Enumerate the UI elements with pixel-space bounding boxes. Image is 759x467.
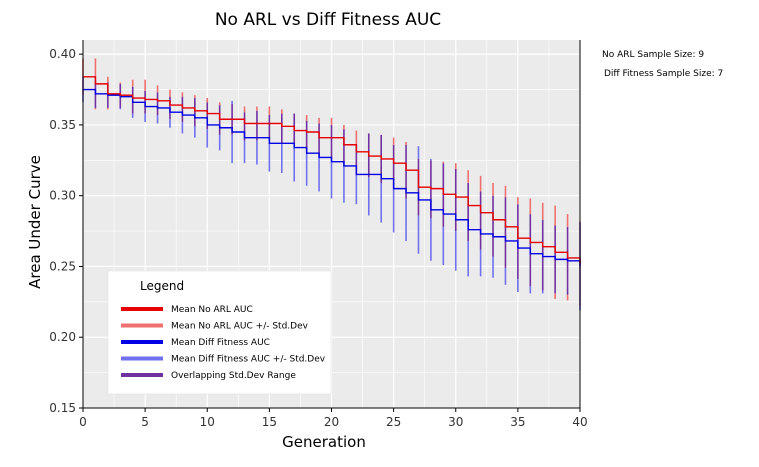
x-tick-label: 10 bbox=[200, 415, 215, 429]
y-tick-label: 0.35 bbox=[49, 118, 76, 132]
axes: 0 5 10 15 20 25 30 35 40 0.15 0.20 0.25 0.30 0.35 0.40 bbox=[49, 40, 588, 429]
series-line-no-arl bbox=[83, 76, 581, 264]
legend-entry-label: Mean No ARL AUC bbox=[171, 305, 253, 315]
x-tick-label: 5 bbox=[141, 415, 149, 429]
y-tick-label: 0.20 bbox=[49, 330, 76, 344]
x-tick-label: 30 bbox=[448, 415, 463, 429]
series-line-diff-fitness bbox=[83, 88, 581, 267]
no-arl-sample-size: No ARL Sample Size: 9 bbox=[602, 50, 705, 60]
legend-title: Legend bbox=[140, 279, 184, 293]
x-tick-label: 0 bbox=[79, 415, 87, 429]
x-tick-label: 20 bbox=[324, 415, 339, 429]
y-tick-label: 0.15 bbox=[49, 401, 76, 415]
x-tick-label: 15 bbox=[262, 415, 277, 429]
x-tick-label: 40 bbox=[572, 415, 587, 429]
diff-fitness-sample-size: Diff Fitness Sample Size: 7 bbox=[604, 69, 724, 79]
legend-entry-label: Overlapping Std.Dev Range bbox=[171, 371, 296, 381]
y-axis-label: Area Under Curve bbox=[26, 155, 44, 289]
y-tick-label: 0.25 bbox=[49, 259, 76, 273]
series-layer bbox=[82, 58, 581, 311]
legend-entry-label: Mean Diff Fitness AUC bbox=[171, 338, 270, 348]
legend-entry-label: Mean Diff Fitness AUC +/- Std.Dev bbox=[171, 355, 326, 365]
legend: Legend Mean No ARL AUC Mean No ARL AUC +/… bbox=[107, 270, 332, 395]
x-axis-label: Generation bbox=[282, 433, 366, 451]
y-tick-label: 0.30 bbox=[49, 189, 76, 203]
x-tick-label: 35 bbox=[510, 415, 525, 429]
chart-title: No ARL vs Diff Fitness AUC bbox=[215, 10, 441, 30]
legend-entry-label: Mean No ARL AUC +/- Std.Dev bbox=[171, 322, 309, 332]
y-tick-label: 0.40 bbox=[49, 47, 76, 61]
x-tick-label: 25 bbox=[386, 415, 401, 429]
